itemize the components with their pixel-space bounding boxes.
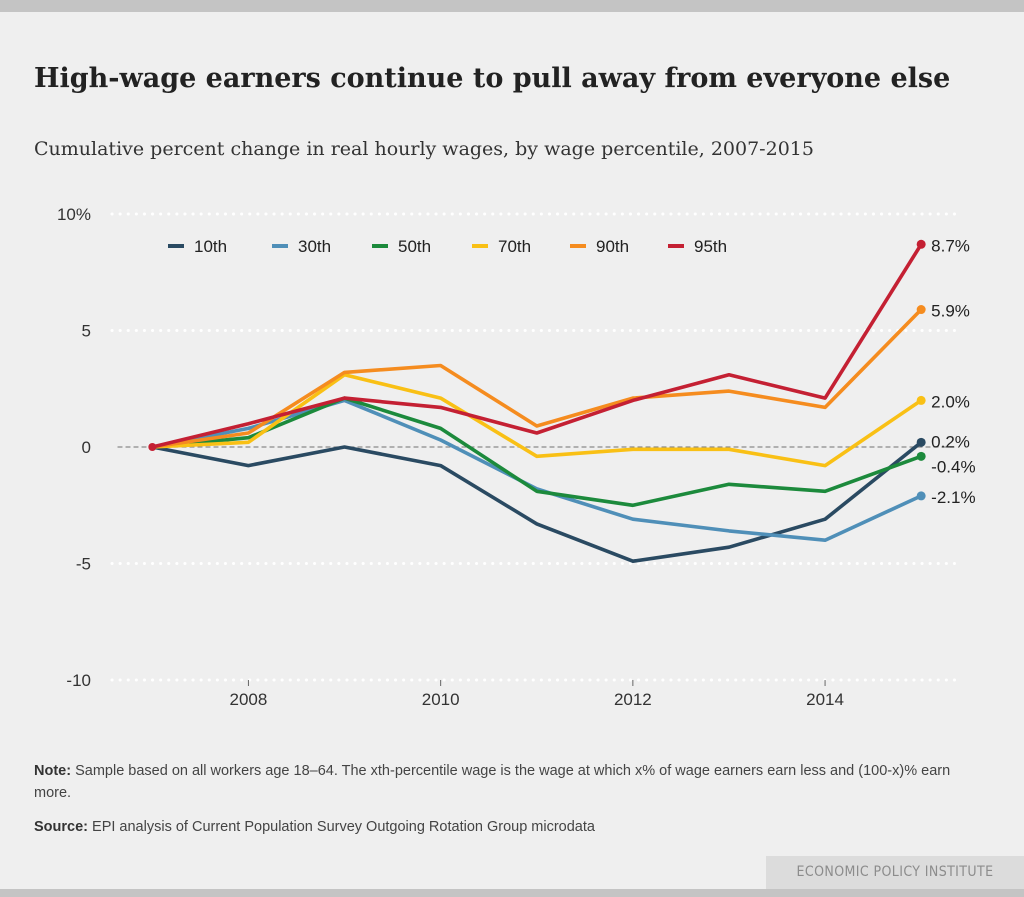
legend-item-70th: 70th: [472, 237, 531, 256]
x-tick-label: 2008: [230, 690, 268, 709]
origin-point: [148, 443, 157, 451]
series-line-10th: [150, 440, 924, 564]
source-text: EPI analysis of Current Population Surve…: [92, 819, 595, 835]
legend: 10th 30th 50th 70th 90th 95th: [168, 237, 727, 256]
x-tick-label: 2012: [614, 690, 652, 709]
legend-label: 50th: [398, 237, 431, 256]
gridlines: [110, 212, 960, 682]
series-line-95th: [150, 242, 924, 449]
legend-label: 95th: [694, 237, 727, 256]
legend-item-95th: 95th: [668, 237, 727, 256]
series-line-90th: [150, 307, 924, 449]
x-tick-label: 2010: [422, 690, 460, 709]
x-axis-ticks: 2008 2010 2012 2014: [230, 680, 844, 709]
chart-subtitle: Cumulative percent change in real hourly…: [34, 138, 814, 160]
y-tick-label: -5: [76, 555, 91, 574]
legend-item-10th: 10th: [168, 237, 227, 256]
chart-note: Note: Sample based on all workers age 18…: [34, 760, 974, 804]
note-text: Sample based on all workers age 18–64. T…: [34, 763, 951, 801]
legend-label: 10th: [194, 237, 227, 256]
y-axis-ticks: 10% 5 0 -5 -10: [57, 205, 91, 690]
y-tick-label: 0: [82, 438, 91, 457]
end-point-30th: [916, 491, 926, 501]
end-point-95th: [916, 239, 926, 249]
legend-label: 70th: [498, 237, 531, 256]
series-lines: [148, 239, 926, 564]
top-border: [0, 0, 1024, 12]
end-label-90th: 5.9%: [931, 302, 970, 321]
x-tick-label: 2014: [806, 690, 844, 709]
y-tick-label: -10: [66, 671, 91, 690]
end-label-70th: 2.0%: [931, 392, 970, 411]
end-labels: 0.2% -2.1% -0.4% 2.0% 5.9% 8.7%: [931, 236, 975, 507]
end-point-90th: [916, 305, 926, 315]
y-tick-label: 5: [82, 322, 91, 341]
legend-label: 30th: [298, 237, 331, 256]
end-label-50th: -0.4%: [931, 457, 975, 476]
y-tick-label: 10%: [57, 205, 91, 224]
line-chart: 10% 5 0 -5 -10 2008 2010 2012 2014 0.2% -2.1% -0.…: [57, 205, 976, 709]
end-point-70th: [916, 395, 926, 405]
end-point-10th: [916, 437, 926, 447]
legend-item-30th: 30th: [272, 237, 331, 256]
legend-item-50th: 50th: [372, 237, 431, 256]
bottom-border: [0, 889, 1024, 897]
series-line-70th: [150, 372, 924, 468]
chart-source: Source: EPI analysis of Current Populati…: [34, 816, 974, 838]
legend-label: 90th: [596, 237, 629, 256]
chart-title: High-wage earners continue to pull away …: [34, 63, 951, 94]
end-label-95th: 8.7%: [931, 236, 970, 255]
series-line-50th: [150, 396, 924, 508]
legend-item-90th: 90th: [570, 237, 629, 256]
source-label: Source:: [34, 819, 88, 835]
end-point-50th: [916, 451, 926, 461]
note-label: Note:: [34, 763, 72, 779]
end-label-30th: -2.1%: [931, 488, 975, 507]
end-label-10th: 0.2%: [931, 432, 970, 451]
publisher-logo: ECONOMIC POLICY INSTITUTE: [766, 856, 1024, 889]
